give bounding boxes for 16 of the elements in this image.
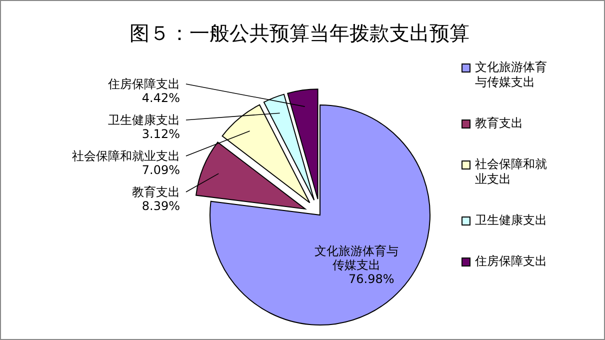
legend-label: 卫生健康支出 xyxy=(475,213,548,228)
chart-title: 图５：一般公共预算当年拨款支出预算 xyxy=(130,21,470,45)
slice-label: 教育支出 xyxy=(132,185,180,199)
data-label: 3.12% xyxy=(142,127,180,141)
legend-label: 住房保障支出 xyxy=(475,254,548,269)
legend-label: 文化旅游体育与传媒支出 xyxy=(475,60,548,90)
legend-label: 社会保障和就业支出 xyxy=(475,157,548,187)
slice-label: 文化旅游体育与传媒支出 xyxy=(313,244,400,272)
data-label: 4.42% xyxy=(142,91,180,105)
slice-label: 住房保障支出 xyxy=(107,77,180,91)
data-label: 76.98% xyxy=(348,272,396,286)
legend-label: 教育支出 xyxy=(475,116,524,131)
data-label: 8.39% xyxy=(142,199,180,213)
slice-label: 卫生健康支出 xyxy=(108,113,180,127)
data-label: 7.09% xyxy=(142,163,180,177)
slice-label: 社会保障和就业支出 xyxy=(72,149,180,163)
